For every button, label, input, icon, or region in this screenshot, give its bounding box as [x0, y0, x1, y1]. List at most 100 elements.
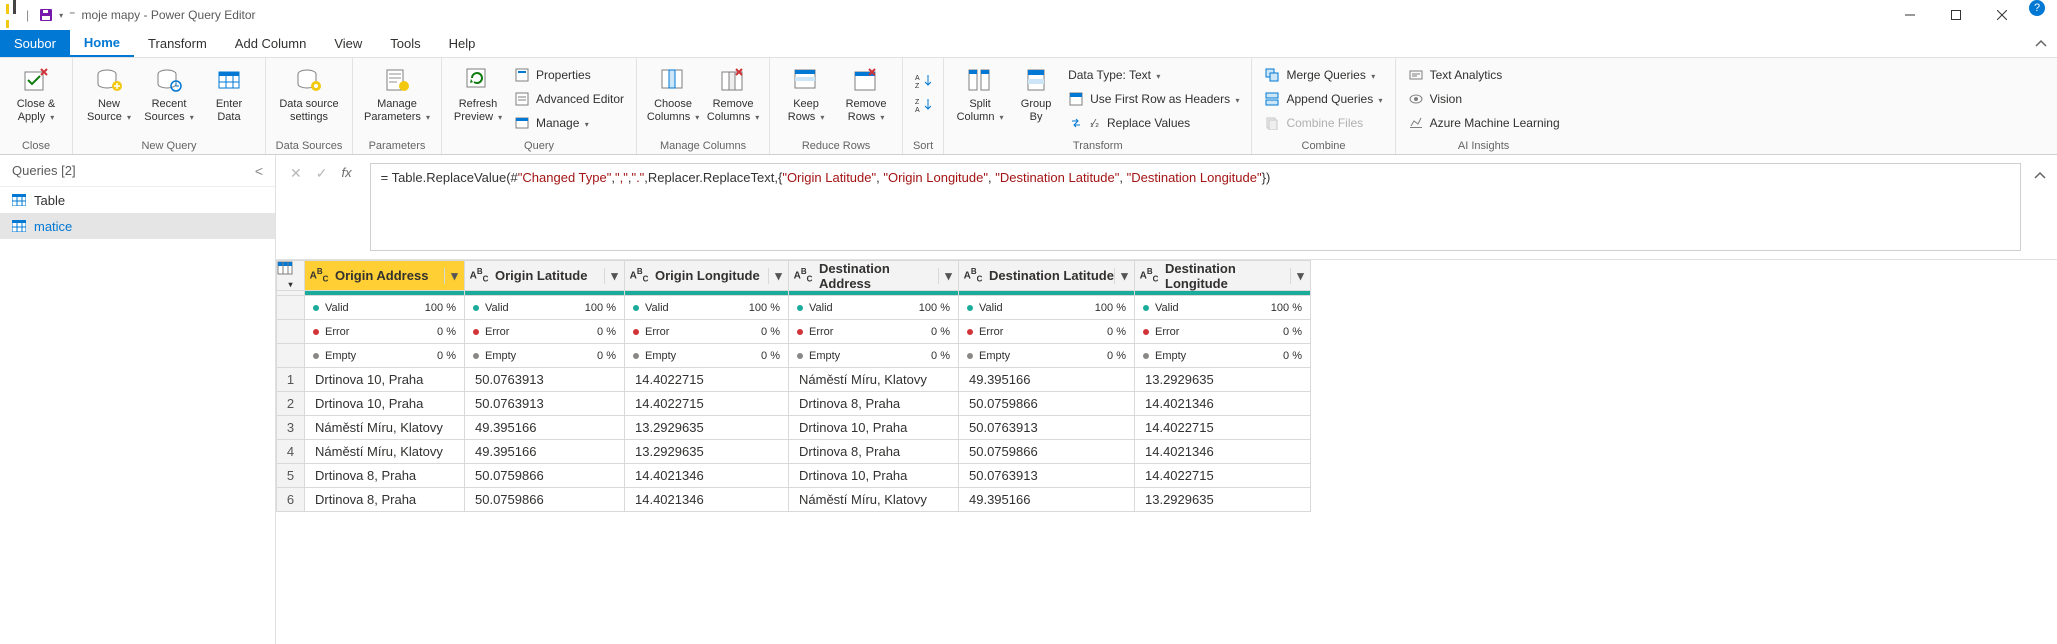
append-queries-button[interactable]: Append Queries: [1260, 88, 1386, 110]
close-apply-button[interactable]: Close & Apply: [8, 62, 64, 123]
text-analytics-button[interactable]: Text Analytics: [1404, 64, 1564, 86]
cell[interactable]: Náměstí Míru, Klatovy: [789, 368, 959, 392]
table-row[interactable]: 6Drtinova 8, Praha50.075986614.4021346Ná…: [277, 488, 1311, 512]
table-row[interactable]: 3Náměstí Míru, Klatovy49.39516613.292963…: [277, 416, 1311, 440]
cell[interactable]: 50.0763913: [959, 464, 1135, 488]
replace-values-button[interactable]: ₁⁄₂Replace Values: [1064, 112, 1243, 134]
group-by-button[interactable]: Group By: [1012, 62, 1060, 123]
cell[interactable]: Drtinova 10, Praha: [789, 464, 959, 488]
remove-columns-button[interactable]: Remove Columns: [705, 62, 761, 123]
manage-button[interactable]: Manage: [510, 112, 628, 134]
manage-parameters-button[interactable]: Manage Parameters: [361, 62, 433, 123]
data-type-button[interactable]: Data Type: Text: [1064, 64, 1243, 86]
tab-file[interactable]: Soubor: [0, 30, 70, 57]
split-column-button[interactable]: Split Column: [952, 62, 1008, 123]
row-number[interactable]: 4: [277, 440, 305, 464]
data-type-icon[interactable]: ABC: [305, 267, 333, 283]
cell[interactable]: 14.4022715: [1135, 464, 1311, 488]
cell[interactable]: 50.0763913: [465, 368, 625, 392]
collapse-ribbon-button[interactable]: [2025, 30, 2057, 57]
advanced-editor-button[interactable]: Advanced Editor: [510, 88, 628, 110]
tab-add-column[interactable]: Add Column: [221, 30, 321, 57]
data-type-icon[interactable]: ABC: [465, 267, 493, 283]
cell[interactable]: Náměstí Míru, Klatovy: [789, 488, 959, 512]
cell[interactable]: Náměstí Míru, Klatovy: [305, 416, 465, 440]
table-row[interactable]: 2Drtinova 10, Praha50.076391314.4022715D…: [277, 392, 1311, 416]
column-header[interactable]: ABCDestination Address▾: [789, 261, 959, 291]
cell[interactable]: 14.4022715: [625, 368, 789, 392]
column-header[interactable]: ABCOrigin Address▾: [305, 261, 465, 291]
cell[interactable]: 13.2929635: [625, 416, 789, 440]
azure-ml-button[interactable]: Azure Machine Learning: [1404, 112, 1564, 134]
cell[interactable]: Drtinova 8, Praha: [789, 392, 959, 416]
query-item[interactable]: Table: [0, 187, 275, 213]
first-row-headers-button[interactable]: Use First Row as Headers: [1064, 88, 1243, 110]
save-icon[interactable]: [39, 8, 53, 22]
cell[interactable]: Drtinova 8, Praha: [789, 440, 959, 464]
tab-tools[interactable]: Tools: [376, 30, 434, 57]
formula-cancel-icon[interactable]: ✕: [290, 165, 302, 182]
cell[interactable]: 14.4022715: [1135, 416, 1311, 440]
enter-data-button[interactable]: Enter Data: [201, 62, 257, 123]
column-header[interactable]: ABCOrigin Longitude▾: [625, 261, 789, 291]
table-row[interactable]: 5Drtinova 8, Praha50.075986614.4021346Dr…: [277, 464, 1311, 488]
cell[interactable]: Drtinova 10, Praha: [789, 416, 959, 440]
formula-input[interactable]: = Table.ReplaceValue(#"Changed Type",","…: [370, 163, 2021, 251]
cell[interactable]: 14.4021346: [1135, 392, 1311, 416]
row-number[interactable]: 1: [277, 368, 305, 392]
cell[interactable]: 49.395166: [465, 440, 625, 464]
vision-button[interactable]: Vision: [1404, 88, 1564, 110]
row-number[interactable]: 2: [277, 392, 305, 416]
cell[interactable]: 13.2929635: [1135, 488, 1311, 512]
cell[interactable]: 50.0763913: [465, 392, 625, 416]
row-number[interactable]: 3: [277, 416, 305, 440]
close-button[interactable]: [1979, 0, 2025, 30]
expand-formula-icon[interactable]: [2034, 170, 2046, 182]
cell[interactable]: Drtinova 8, Praha: [305, 464, 465, 488]
cell[interactable]: 14.4021346: [1135, 440, 1311, 464]
remove-rows-button[interactable]: Remove Rows: [838, 62, 894, 123]
cell[interactable]: 49.395166: [959, 368, 1135, 392]
data-type-icon[interactable]: ABC: [625, 267, 653, 283]
data-type-icon[interactable]: ABC: [1135, 267, 1163, 283]
cell[interactable]: 50.0763913: [959, 416, 1135, 440]
help-icon[interactable]: ?: [2029, 0, 2045, 16]
formula-commit-icon[interactable]: ✓: [316, 165, 328, 182]
cell[interactable]: Drtinova 10, Praha: [305, 392, 465, 416]
cell[interactable]: 49.395166: [959, 488, 1135, 512]
query-item[interactable]: matice: [0, 213, 275, 239]
table-row[interactable]: 4Náměstí Míru, Klatovy49.39516613.292963…: [277, 440, 1311, 464]
sort-asc-button[interactable]: AZ: [911, 70, 935, 92]
data-source-settings-button[interactable]: Data source settings: [274, 62, 344, 123]
select-all-corner[interactable]: ▾: [277, 261, 305, 291]
cell[interactable]: Drtinova 8, Praha: [305, 488, 465, 512]
column-filter-icon[interactable]: ▾: [604, 268, 624, 284]
column-filter-icon[interactable]: ▾: [938, 268, 958, 284]
column-filter-icon[interactable]: ▾: [768, 268, 788, 284]
cell[interactable]: 13.2929635: [625, 440, 789, 464]
cell[interactable]: 50.0759866: [959, 440, 1135, 464]
column-filter-icon[interactable]: ▾: [1114, 268, 1134, 284]
tab-home[interactable]: Home: [70, 30, 134, 57]
qat-dropdown-icon[interactable]: ▾: [59, 11, 63, 20]
cell[interactable]: 14.4022715: [625, 392, 789, 416]
choose-columns-button[interactable]: Choose Columns: [645, 62, 701, 123]
cell[interactable]: 50.0759866: [465, 488, 625, 512]
fx-icon[interactable]: fx: [341, 165, 351, 182]
data-type-icon[interactable]: ABC: [789, 267, 817, 283]
maximize-button[interactable]: [1933, 0, 1979, 30]
column-header[interactable]: ABCDestination Latitude▾: [959, 261, 1135, 291]
collapse-queries-icon[interactable]: <: [255, 163, 263, 179]
column-filter-icon[interactable]: ▾: [444, 268, 464, 284]
cell[interactable]: Drtinova 10, Praha: [305, 368, 465, 392]
cell[interactable]: 50.0759866: [959, 392, 1135, 416]
cell[interactable]: 49.395166: [465, 416, 625, 440]
row-number[interactable]: 5: [277, 464, 305, 488]
row-number[interactable]: 6: [277, 488, 305, 512]
cell[interactable]: Náměstí Míru, Klatovy: [305, 440, 465, 464]
cell[interactable]: 14.4021346: [625, 464, 789, 488]
tab-transform[interactable]: Transform: [134, 30, 221, 57]
sort-desc-button[interactable]: ZA: [911, 94, 935, 116]
tab-view[interactable]: View: [320, 30, 376, 57]
column-header[interactable]: ABCDestination Longitude▾: [1135, 261, 1311, 291]
